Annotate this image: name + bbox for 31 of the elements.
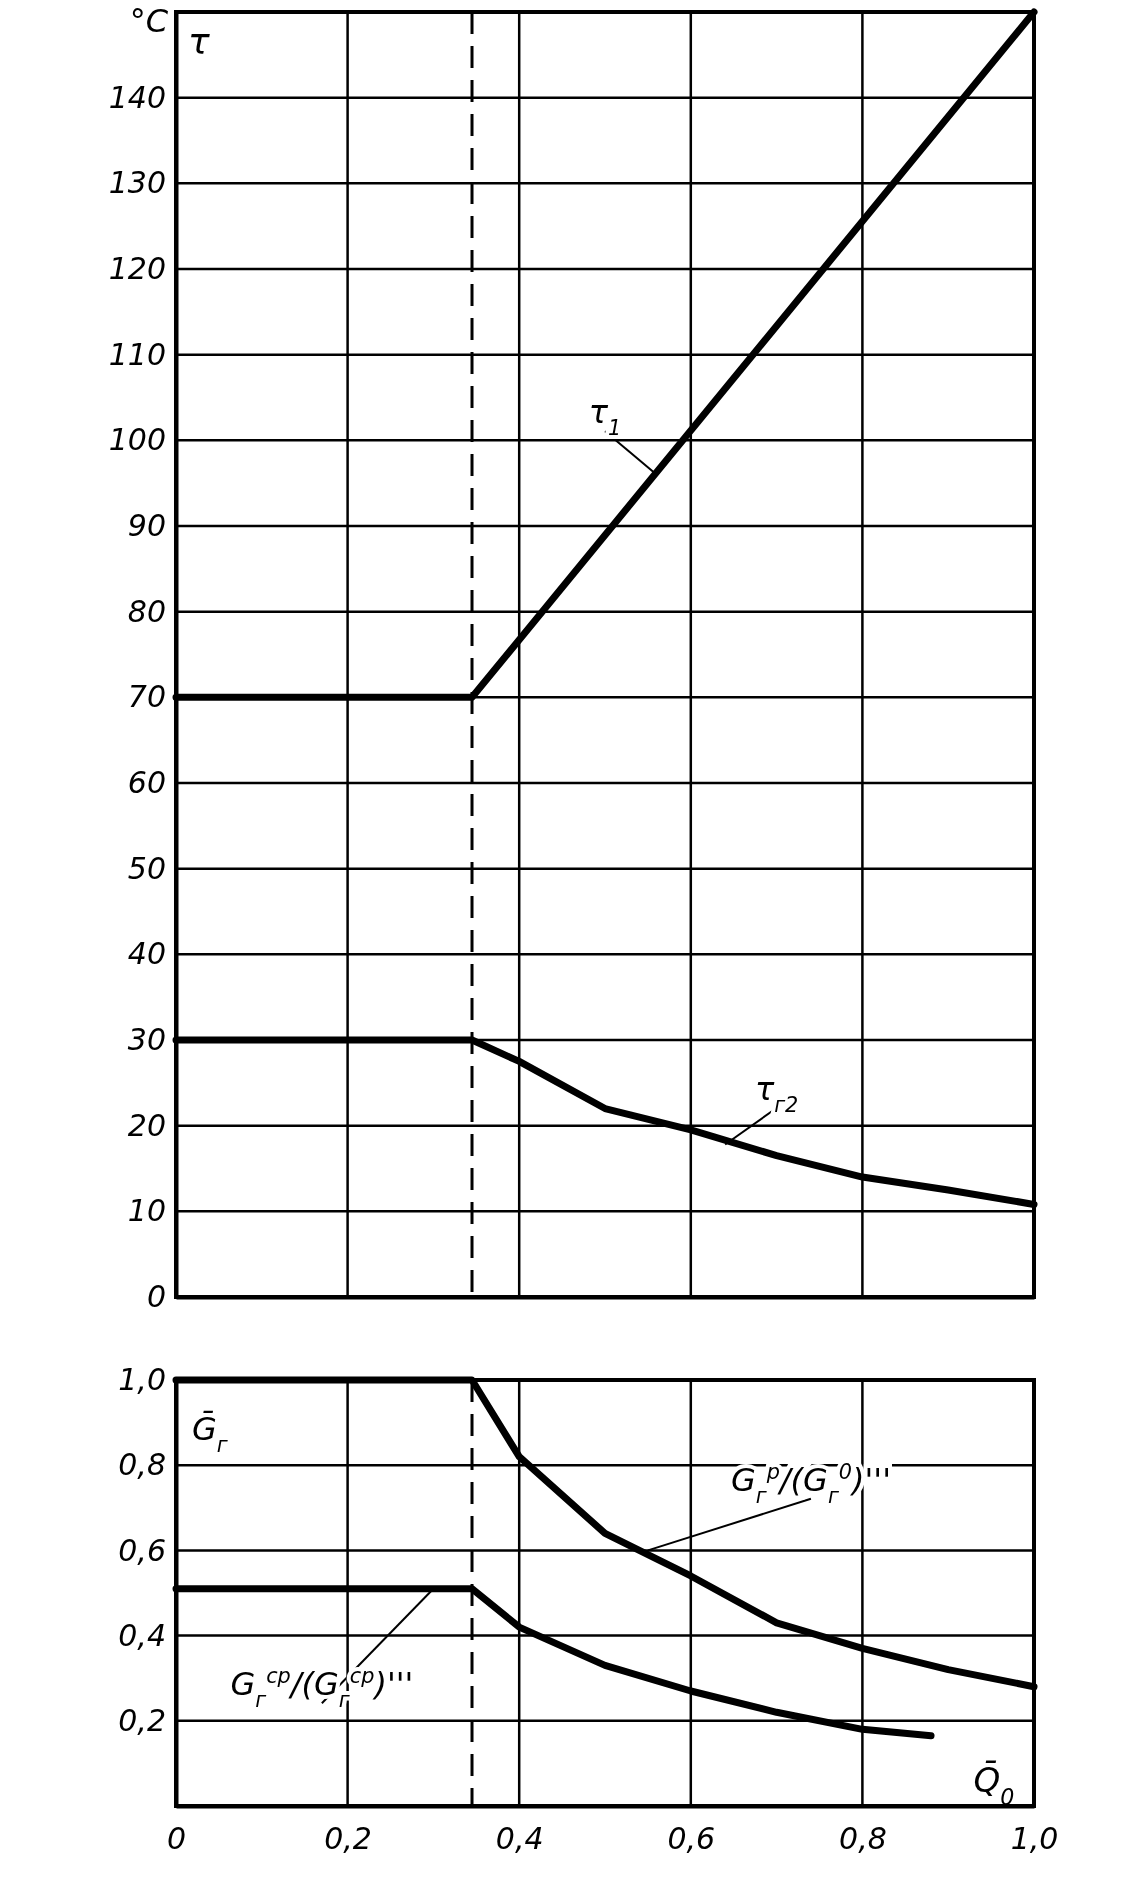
- series-label: τ$_{1}$: [588, 393, 622, 441]
- annotation: τ: [188, 21, 210, 62]
- series-label: τ$_{г2}$: [754, 1069, 799, 1117]
- y-tick-label: 30: [127, 1022, 166, 1058]
- y-tick-label: 0: [146, 1279, 166, 1315]
- x-tick-label: 0,4: [495, 1821, 544, 1857]
- y-tick-label: 0,2: [118, 1702, 166, 1738]
- y-tick-label: 80: [127, 593, 166, 629]
- y-tick-label: 40: [127, 936, 166, 972]
- y-tick-label: 60: [127, 765, 166, 801]
- y-axis-title: °C: [129, 2, 169, 40]
- y-tick-label: 0,6: [118, 1532, 166, 1568]
- y-axis-title: Ḡ$_{г}$: [192, 1410, 229, 1457]
- y-tick-label: 1,0: [118, 1362, 166, 1398]
- y-tick-label: 70: [127, 679, 166, 715]
- y-tick-label: 50: [127, 850, 166, 886]
- x-axis-title: Q̄$_{0}$: [973, 1759, 1015, 1810]
- x-tick-label: 0,6: [667, 1821, 716, 1857]
- y-tick-label: 140: [108, 79, 166, 115]
- x-tick-label: 0,2: [324, 1821, 372, 1857]
- y-tick-label: 0,4: [118, 1617, 166, 1653]
- y-tick-label: 0,8: [118, 1447, 166, 1483]
- x-tick-label: 0,8: [839, 1821, 887, 1857]
- y-tick-label: 10: [127, 1193, 166, 1229]
- y-tick-label: 20: [127, 1107, 166, 1143]
- x-tick-label: 1,0: [1010, 1821, 1059, 1857]
- y-tick-label: 130: [108, 165, 166, 201]
- y-tick-label: 120: [108, 251, 166, 287]
- y-tick-label: 110: [108, 336, 166, 372]
- y-tick-label: 90: [127, 508, 166, 544]
- y-tick-label: 100: [108, 422, 166, 458]
